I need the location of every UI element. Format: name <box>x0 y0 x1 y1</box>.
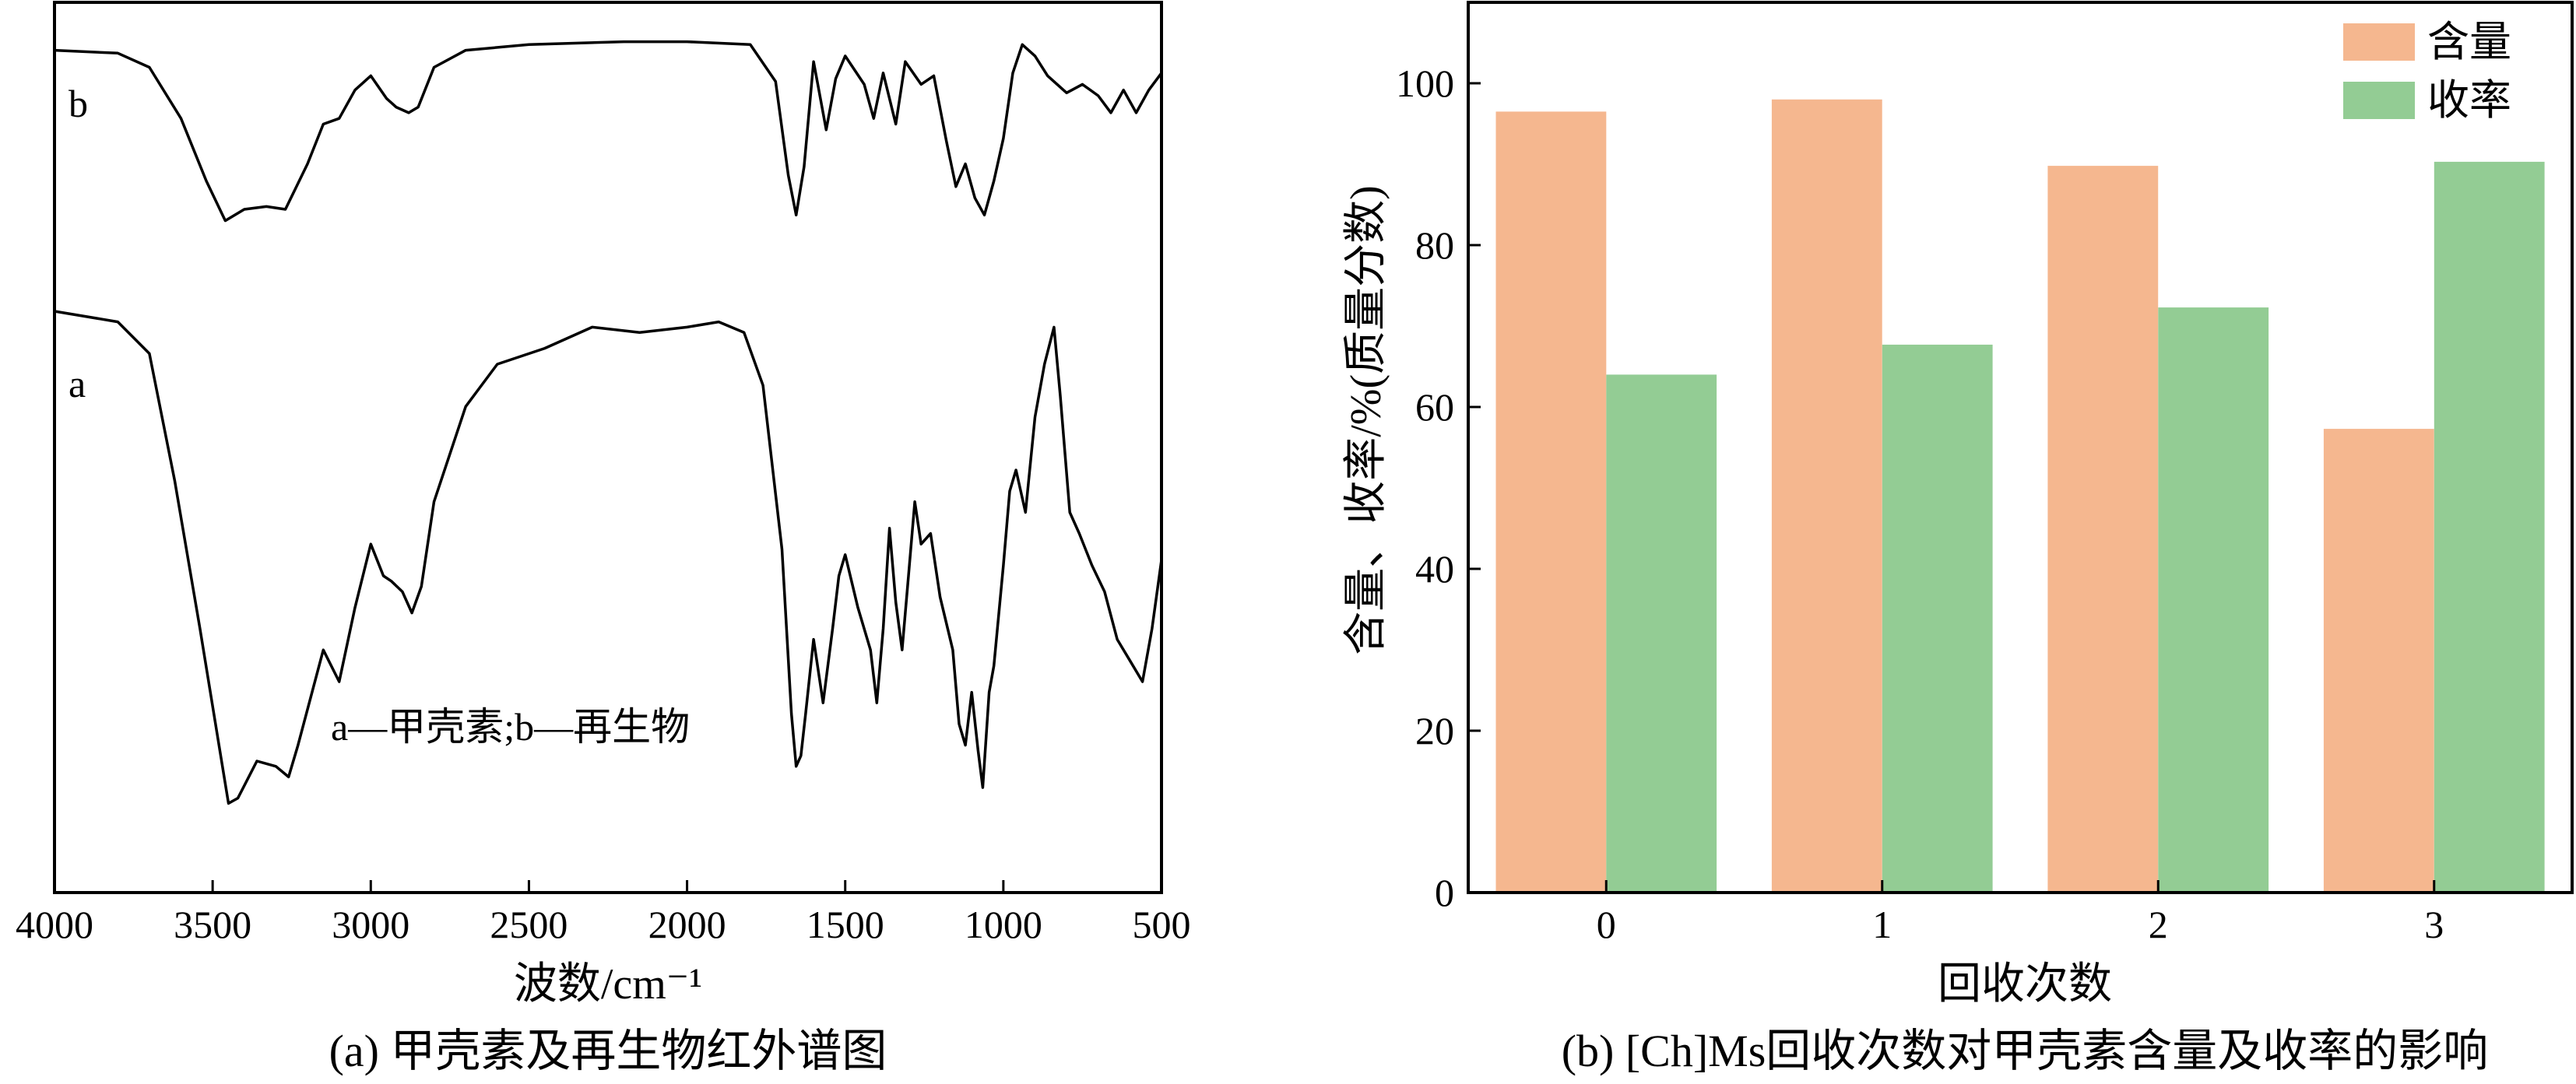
ir-x-ticks: 4000 3500 3000 2500 2000 1500 1000 500 <box>16 880 1191 946</box>
legend-label-yield: 收率 <box>2427 77 2511 124</box>
bar-content-2 <box>2047 166 2159 893</box>
bar-y-ticks: 0 20 40 60 80 100 <box>1396 61 1481 914</box>
bar-yield-3 <box>2434 161 2545 893</box>
bar-yield-2 <box>2158 307 2269 893</box>
bar-y-tick-label: 20 <box>1415 709 1454 752</box>
legend-label-content: 含量 <box>2427 19 2511 65</box>
ir-curve-a <box>54 310 1163 805</box>
ir-curves: ba <box>54 40 1163 805</box>
bar-plot-frame <box>1467 1 2574 894</box>
bar-y-tick-label: 40 <box>1415 547 1454 591</box>
bar-x-ticks: 0 1 2 3 <box>1597 880 2444 946</box>
recovery-bar-panel: 0 20 40 60 80 100 0 1 2 3 含量、收率/%(质量分数) 回收次数 含量收… <box>1342 1 2574 1076</box>
ir-curve-label-a: a <box>69 362 86 405</box>
ir-x-tick-label: 2000 <box>648 903 726 946</box>
recovery-bars <box>1495 99 2545 893</box>
bar-x-tick-label: 2 <box>2149 903 2168 946</box>
ir-x-tick-label: 3000 <box>332 903 409 946</box>
bar-x-tick-label: 1 <box>1872 903 1892 946</box>
ir-plot-frame <box>53 1 1163 894</box>
bar-y-tick-label: 0 <box>1435 871 1454 914</box>
legend-swatch-content <box>2343 23 2415 61</box>
bar-x-axis-label: 回收次数 <box>1938 960 2112 1009</box>
bar-y-axis-label: 含量、收率/%(质量分数) <box>1342 185 1390 655</box>
bar-content-0 <box>1495 111 1607 893</box>
bar-caption: (b) [Ch]Ms回收次数对甲壳素含量及收率的影响 <box>1562 1026 2489 1076</box>
bar-y-tick-label: 80 <box>1415 223 1454 267</box>
bar-x-tick-label: 3 <box>2424 903 2444 946</box>
ir-x-tick-label: 1500 <box>807 903 884 946</box>
ir-curve-b <box>54 40 1163 223</box>
ir-x-tick-label: 500 <box>1133 903 1191 946</box>
bar-y-tick-label: 100 <box>1396 61 1454 105</box>
bar-content-1 <box>1771 99 1882 893</box>
bar-yield-1 <box>1882 344 1993 893</box>
bar-x-tick-label: 0 <box>1597 903 1616 946</box>
ir-annotation: a—甲壳素;b—再生物 <box>331 705 690 749</box>
legend-swatch-yield <box>2343 82 2415 119</box>
ir-x-axis-label: 波数/cm⁻¹ <box>514 960 702 1009</box>
bar-content-3 <box>2323 429 2434 893</box>
ir-curve-label-b: b <box>69 82 88 125</box>
ir-caption: (a) 甲壳素及再生物红外谱图 <box>329 1026 887 1076</box>
bar-y-tick-label: 60 <box>1415 385 1454 429</box>
ir-x-tick-label: 4000 <box>16 903 93 946</box>
ir-x-tick-label: 2500 <box>490 903 568 946</box>
ir-spectrum-panel: 4000 3500 3000 2500 2000 1500 1000 500 ba 波数/cm… <box>16 1 1191 1076</box>
ir-x-tick-label: 3500 <box>174 903 251 946</box>
bar-yield-0 <box>1606 374 1717 893</box>
ir-x-tick-label: 1000 <box>965 903 1042 946</box>
